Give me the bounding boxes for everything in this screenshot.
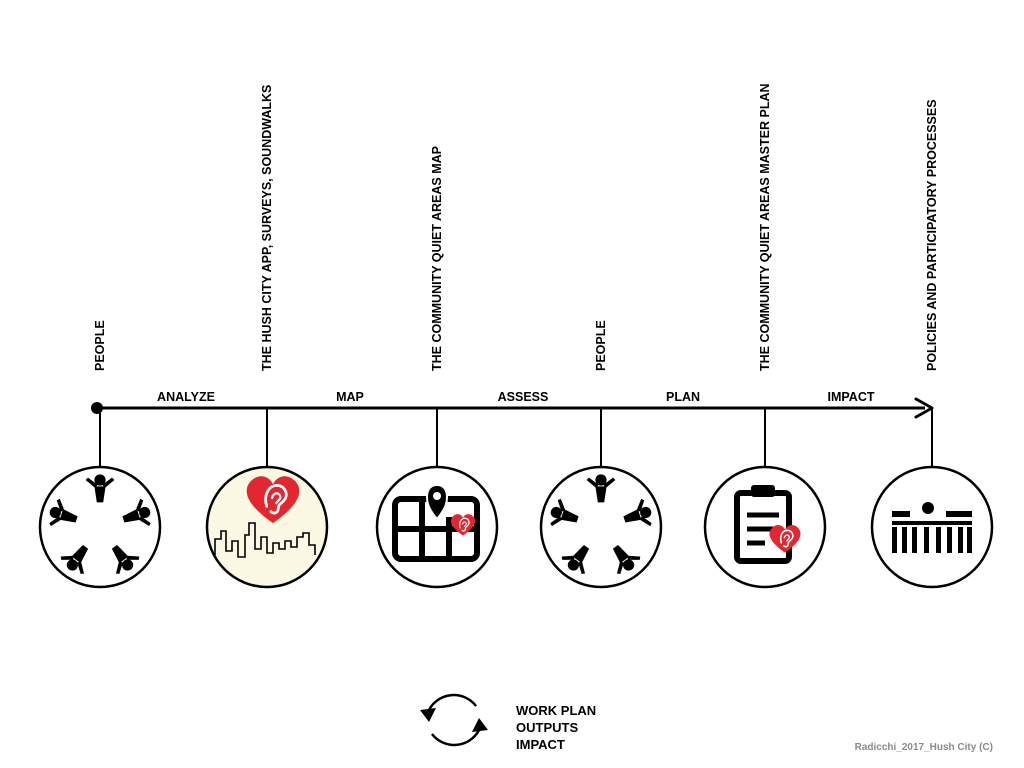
stage-label-4: PEOPLE [594,320,608,371]
phase-label-map: MAP [336,390,364,404]
clipboard-plan-icon [734,485,802,564]
stage-label-2: THE HUSH CITY APP, SURVEYS, SOUNDWALKS [260,85,274,371]
stage-label-5: THE COMMUNITY QUIET AREAS MASTER PLAN [758,83,772,371]
phase-label-impact: IMPACT [828,390,875,404]
stage-label-6: POLICIES AND PARTICIPATORY PROCESSES [925,99,939,371]
legend-work-plan: WORK PLAN [516,703,596,718]
legend-outputs: OUTPUTS [516,720,578,735]
stage-label-1: PEOPLE [93,320,107,371]
hush-city-skyline-icon [205,465,329,589]
stage-label-3: THE COMMUNITY QUIET AREAS MAP [430,146,444,371]
legend-impact: IMPACT [516,737,565,752]
timeline-start-dot [91,402,103,414]
stage-circle-6 [870,465,994,589]
cycle-arrows-icon [420,693,488,747]
phase-label-plan: PLAN [666,390,700,404]
phase-label-assess: ASSESS [498,390,549,404]
credit: Radicchi_2017_Hush City (C) [855,742,993,753]
map-pin-icon [392,483,480,562]
government-building-icon [892,502,972,553]
phase-label-analyze: ANALYZE [157,390,215,404]
